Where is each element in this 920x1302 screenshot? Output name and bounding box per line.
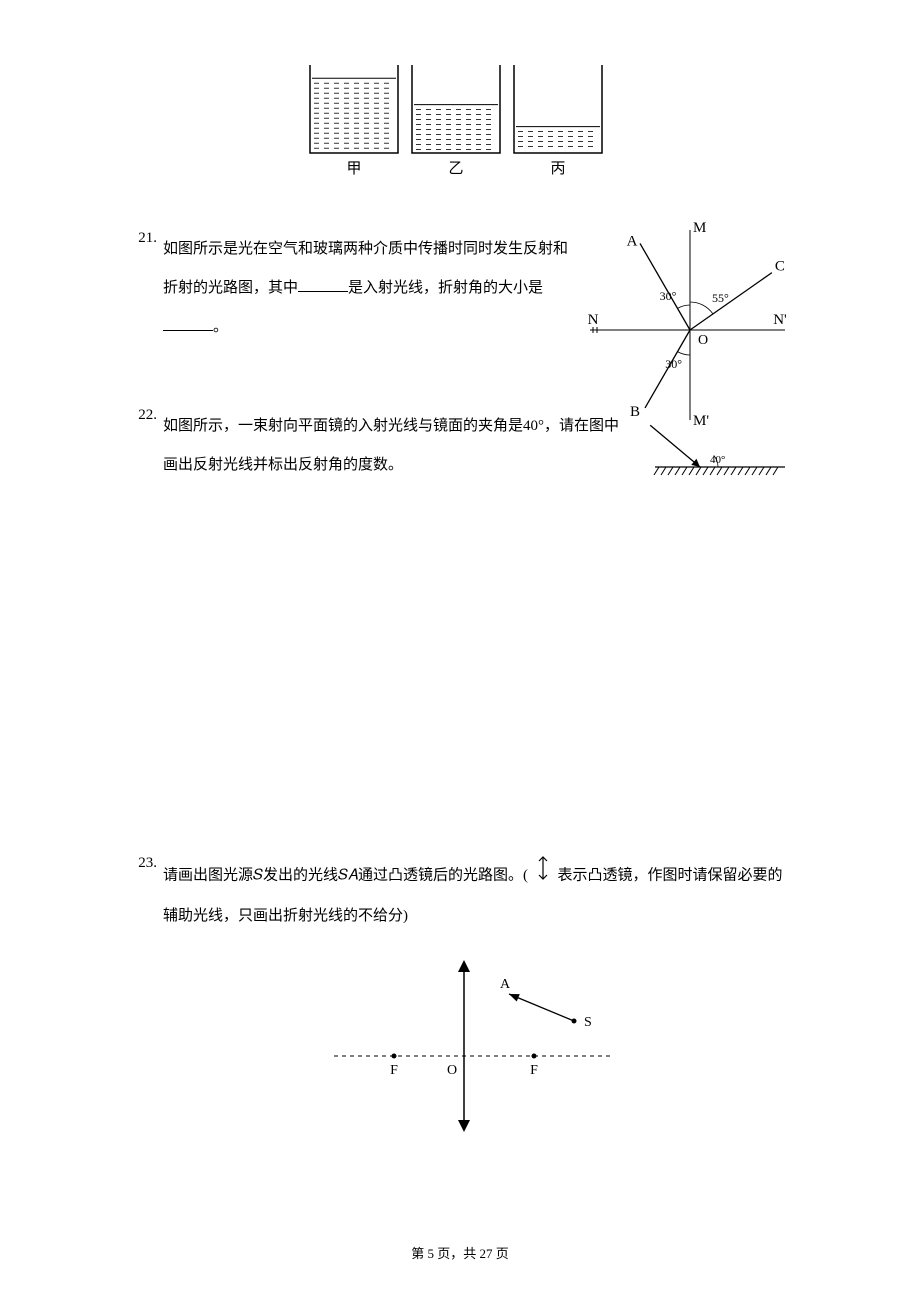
q23-body: 请画出图光源𝑆发出的光线𝑆𝐴通过凸透镜后的光路图。( 表示凸透镜，作图时请保留必… [163, 855, 785, 1136]
q22-number: 22. [135, 407, 163, 485]
q23-number: 23. [135, 855, 163, 1136]
q21-blank-1 [298, 277, 348, 292]
question-22: 22. 如图所示，一束射向平面镜的入射光线与镜面的夹角是40°，请在图中画出反射… [135, 407, 785, 485]
svg-text:M: M [693, 220, 706, 236]
question-23: 23. 请画出图光源𝑆发出的光线𝑆𝐴通过凸透镜后的光路图。( 表示凸透镜，作图时… [135, 855, 785, 1136]
svg-text:F: F [530, 1063, 538, 1078]
svg-text:O: O [698, 333, 708, 348]
svg-text:30°: 30° [665, 357, 682, 371]
q23-text-1: 请画出图光源𝑆发出的光线𝑆𝐴通过凸透镜后的光路图。( [163, 867, 528, 883]
svg-text:丙: 丙 [550, 161, 565, 177]
svg-text:55°: 55° [712, 291, 729, 305]
q21-text-3: 。 [213, 319, 228, 335]
svg-text:40°: 40° [710, 454, 725, 466]
q21-svg: AMCNN'OBM'30°55°30° [575, 220, 795, 430]
lens-icon [536, 855, 550, 897]
footer-mid: 页，共 [434, 1246, 480, 1261]
q23-svg: F F O S A [314, 946, 634, 1136]
footer-pre: 第 [411, 1246, 427, 1261]
svg-text:A: A [627, 233, 638, 249]
q22-svg: 40° [640, 407, 790, 487]
footer-total: 27 [480, 1246, 493, 1261]
beakers-svg: 甲乙丙 [305, 60, 615, 180]
svg-text:甲: 甲 [346, 161, 361, 177]
svg-text:N': N' [773, 312, 787, 328]
svg-text:30°: 30° [660, 289, 677, 303]
svg-text:A: A [500, 977, 511, 992]
q21-number: 21. [135, 230, 163, 347]
q22-figure: 40° [640, 407, 790, 492]
svg-text:S: S [584, 1015, 592, 1030]
question-21: 21. 如图所示是光在空气和玻璃两种介质中传播时同时发生反射和折射的光路图，其中… [135, 230, 785, 347]
q21-blank-2 [163, 316, 213, 331]
footer-post: 页 [493, 1246, 509, 1261]
q21-text-2: 是入射光线，折射角的大小是 [348, 280, 543, 296]
beakers-figure: 甲乙丙 [135, 60, 785, 180]
q21-figure: AMCNN'OBM'30°55°30° [575, 220, 795, 435]
svg-text:乙: 乙 [448, 161, 463, 177]
svg-text:C: C [775, 259, 785, 275]
svg-text:N: N [588, 312, 599, 328]
svg-text:F: F [390, 1063, 398, 1078]
q22-text: 如图所示，一束射向平面镜的入射光线与镜面的夹角是40°，请在图中画出反射光线并标… [163, 418, 619, 473]
page-footer: 第 5 页，共 27 页 [0, 1243, 920, 1262]
svg-text:O: O [447, 1063, 457, 1078]
q23-figure: F F O S A [163, 946, 785, 1136]
